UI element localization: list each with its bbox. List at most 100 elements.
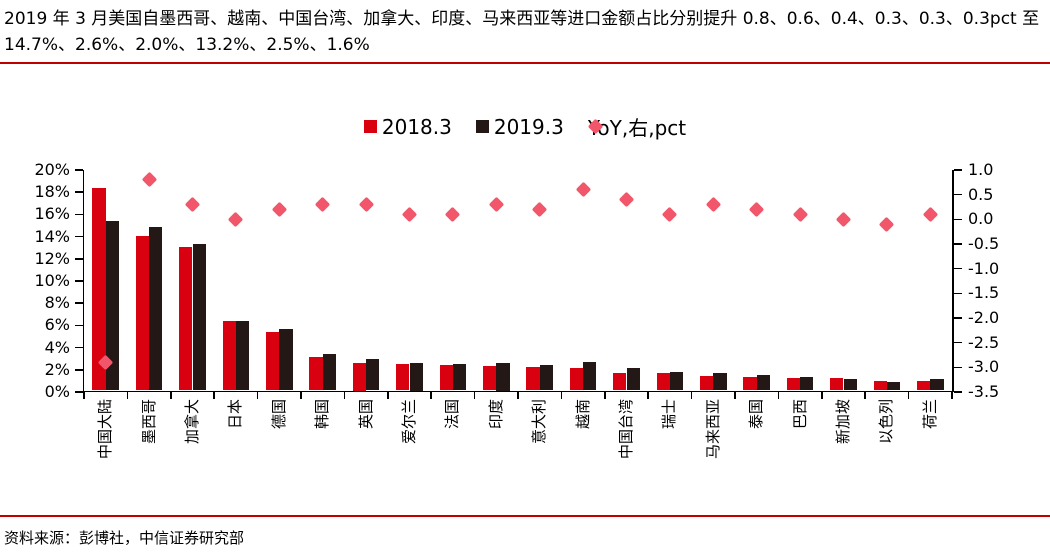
y-axis-left-tick-label: 16% xyxy=(34,204,70,224)
bar-2019 xyxy=(279,329,293,391)
x-axis-label: 德国 xyxy=(269,399,288,430)
yoy-diamond xyxy=(141,172,157,188)
x-axis-label: 中国台湾 xyxy=(617,399,635,460)
x-axis-label: 加拿大 xyxy=(183,399,201,445)
x-axis-label: 韩国 xyxy=(313,399,332,430)
bar-2019 xyxy=(713,372,727,391)
yoy-diamond xyxy=(488,196,505,213)
x-axis-label: 日本 xyxy=(226,399,245,430)
yoy-diamond xyxy=(748,201,765,218)
bar-2019 xyxy=(843,379,857,391)
x-axis-tick xyxy=(560,392,563,399)
chart-legend: 2018.3 2019.3 YoY,右,pct xyxy=(0,112,1050,141)
title-divider-line xyxy=(0,62,1050,64)
y-axis-right-tick-label: -1.5 xyxy=(968,283,1000,303)
bar-2019 xyxy=(322,353,336,391)
yoy-diamond xyxy=(575,181,591,198)
x-axis-line xyxy=(82,390,954,392)
y-axis-right-tick xyxy=(953,218,962,221)
legend-square-2018-icon xyxy=(363,120,377,133)
bar-2019 xyxy=(452,363,467,391)
y-axis-left-tick xyxy=(74,280,83,282)
y-axis-left-tick xyxy=(74,258,83,260)
bar-2019 xyxy=(886,381,901,391)
bar-2018 xyxy=(569,368,584,391)
x-axis-tick xyxy=(473,392,476,399)
x-axis-tick xyxy=(387,392,389,399)
x-axis-tick xyxy=(300,392,302,399)
y-axis-right-tick-label: 0.0 xyxy=(968,209,994,229)
legend-item-yoy: YoY,右,pct xyxy=(587,112,687,141)
legend-item-2018: 2018.3 xyxy=(363,115,452,139)
x-axis-tick xyxy=(343,392,346,399)
y-axis-left-tick xyxy=(74,213,83,216)
x-axis-tick xyxy=(430,392,432,399)
legend-item-2019: 2019.3 xyxy=(475,115,564,139)
yoy-diamond xyxy=(358,196,374,213)
x-axis-label: 巴西 xyxy=(790,399,809,430)
yoy-diamond xyxy=(879,216,895,233)
y-axis-left-tick xyxy=(74,324,83,327)
y-axis-right-line xyxy=(952,170,954,392)
x-axis-tick xyxy=(907,392,910,399)
x-axis-label: 新加坡 xyxy=(834,399,852,445)
bar-2019 xyxy=(930,379,944,391)
y-axis-left-tick-label: 6% xyxy=(44,315,70,335)
x-axis-tick xyxy=(126,392,129,399)
y-axis-right-tick-label: -3.5 xyxy=(968,382,1000,401)
x-axis-tick xyxy=(777,392,780,399)
x-axis-label: 以色列 xyxy=(877,399,896,445)
x-axis-tick xyxy=(83,392,85,399)
bar-2019 xyxy=(539,364,553,391)
y-axis-right-tick-label: -0.5 xyxy=(968,234,1000,253)
y-axis-right-tick xyxy=(953,292,962,295)
y-axis-left-tick-label: 8% xyxy=(44,293,70,313)
y-axis-left-tick-label: 20% xyxy=(34,160,70,179)
bar-2019 xyxy=(583,361,597,391)
x-axis-tick xyxy=(690,392,693,399)
page-title: 2019 年 3 月美国自墨西哥、越南、中国台湾、加拿大、印度、马来西亚等进口金… xyxy=(4,9,1040,55)
bar-2019 xyxy=(366,359,380,391)
y-axis-right-tick xyxy=(953,391,962,393)
bar-2018 xyxy=(92,188,106,391)
y-axis-left-tick-label: 14% xyxy=(34,226,70,246)
bar-2018 xyxy=(396,363,410,391)
x-axis-tick xyxy=(647,392,649,399)
bar-2019 xyxy=(626,368,640,391)
y-axis-left-tick-label: 0% xyxy=(44,382,70,401)
bar-2018 xyxy=(873,380,887,391)
x-axis-tick xyxy=(734,392,736,399)
y-axis-left-tick-label: 2% xyxy=(44,359,70,379)
bar-2018 xyxy=(266,331,280,391)
legend-label-yoy: YoY,右,pct xyxy=(587,116,687,140)
y-axis-left-tick xyxy=(74,169,83,171)
x-axis-tick xyxy=(604,392,606,399)
bar-2018 xyxy=(483,366,497,391)
bar-2018 xyxy=(352,362,367,391)
bar-2018 xyxy=(743,377,757,391)
yoy-diamond xyxy=(445,206,461,223)
bar-2019 xyxy=(496,362,510,391)
y-axis-left-tick xyxy=(74,391,83,393)
y-axis-left-tick xyxy=(74,191,83,193)
bar-2019 xyxy=(800,377,814,391)
bar-2019 xyxy=(105,220,119,391)
y-axis-right-tick xyxy=(953,169,962,171)
footer-divider-line xyxy=(0,515,1050,517)
x-axis-label: 英国 xyxy=(356,399,375,430)
x-axis-tick xyxy=(170,392,172,399)
x-axis-label: 越南 xyxy=(573,399,592,430)
legend-square-2019-icon xyxy=(475,120,489,133)
y-axis-left-tick xyxy=(74,346,83,349)
bar-2019 xyxy=(235,320,250,391)
y-axis-left-line xyxy=(82,170,84,392)
x-axis-tick xyxy=(517,392,519,399)
yoy-diamond xyxy=(618,191,635,208)
y-axis-right-tick-label: 0.5 xyxy=(968,184,994,204)
x-axis-label: 法国 xyxy=(443,399,462,430)
bar-2018 xyxy=(830,378,844,391)
bar-2018 xyxy=(656,372,670,391)
bar-2018 xyxy=(786,378,801,391)
